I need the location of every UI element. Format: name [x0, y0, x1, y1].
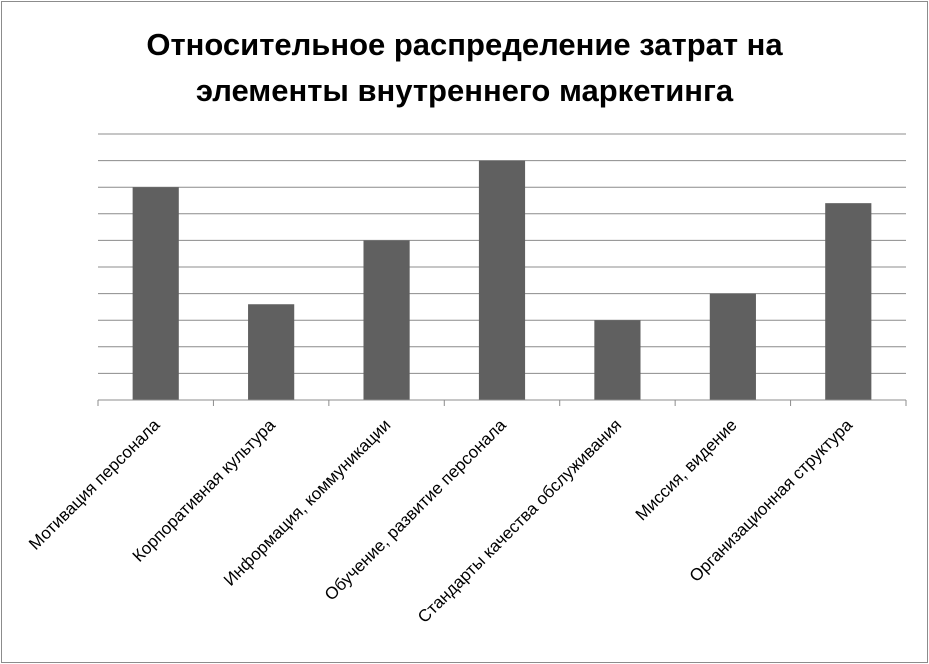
bar	[248, 304, 295, 400]
x-tick-label: Обучение, развитие персонала	[321, 415, 510, 604]
bar	[132, 187, 179, 400]
bar	[478, 160, 526, 400]
chart-title-line-2: элементы внутреннего маркетинга	[195, 73, 734, 108]
chart-title: Относительное распределение затрат на эл…	[0, 22, 929, 114]
x-tick-label: Мотивация персонала	[25, 415, 164, 554]
x-axis	[97, 399, 907, 406]
bar	[363, 240, 410, 400]
bar	[825, 203, 872, 400]
chart-title-line-1: Относительное распределение затрат на	[146, 27, 783, 62]
bar	[709, 293, 756, 400]
x-tick-label: Стандарты качества обслуживания	[414, 415, 625, 626]
bar	[594, 320, 641, 400]
bars	[132, 160, 872, 400]
x-tick-label: Миссия, видение	[632, 415, 741, 524]
